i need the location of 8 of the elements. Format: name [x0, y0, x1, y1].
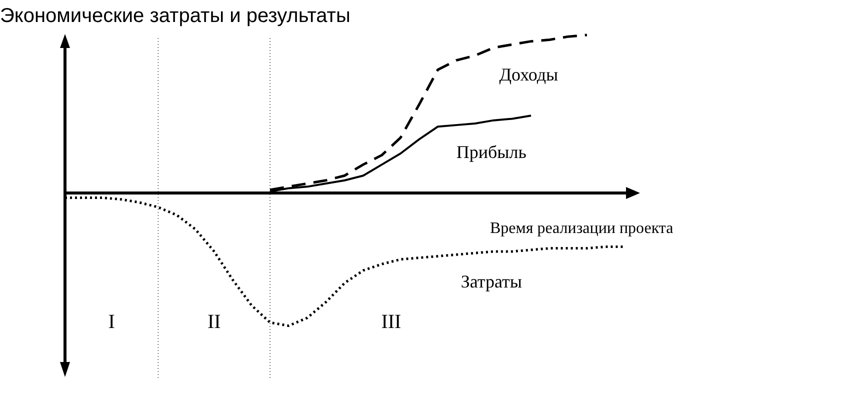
- annotation: I: [108, 311, 115, 333]
- series-label: Затраты: [460, 272, 522, 292]
- x-axis-title: Время реализации проекта: [490, 220, 674, 237]
- annotation: II: [207, 311, 221, 333]
- series-label: Доходы: [499, 64, 558, 85]
- y-axis-title: Экономические затраты и результаты: [0, 5, 350, 27]
- annotation: III: [381, 311, 402, 333]
- series-label: Прибыль: [456, 142, 526, 162]
